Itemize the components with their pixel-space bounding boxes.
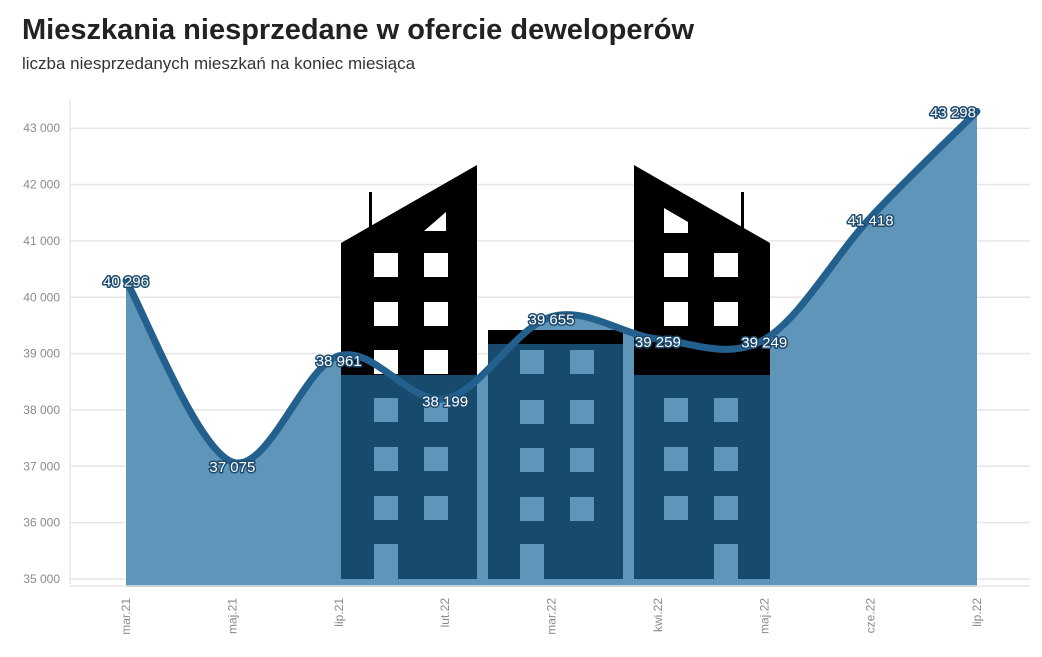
data-label: 39 259 xyxy=(635,334,681,351)
window xyxy=(714,447,738,471)
attic-window xyxy=(424,212,446,231)
building-illustration xyxy=(341,165,770,579)
series-line xyxy=(122,107,981,467)
middle-building-roof xyxy=(488,330,623,344)
data-label: 39 249 xyxy=(741,335,787,352)
data-label: 39 655 xyxy=(529,312,575,329)
window xyxy=(374,447,398,471)
y-tick-label: 41 000 xyxy=(23,234,60,248)
y-tick-label: 38 000 xyxy=(23,403,60,417)
x-tick-label: lip.21 xyxy=(332,598,346,627)
window xyxy=(520,350,544,374)
tower-roof xyxy=(341,165,477,376)
x-axis: mar.21 maj.21 lip.21 lut.22 mar.22 kwi.22 maj.… xyxy=(119,598,984,635)
chart-subtitle: liczba niesprzedanych mieszkań na koniec… xyxy=(22,54,416,73)
window xyxy=(570,350,594,374)
window xyxy=(424,253,448,277)
door xyxy=(374,544,398,579)
antenna xyxy=(741,192,744,228)
tower-building xyxy=(341,165,477,579)
door xyxy=(714,544,738,579)
window xyxy=(714,496,738,520)
window xyxy=(520,400,544,424)
window xyxy=(714,302,738,326)
window xyxy=(570,400,594,424)
y-tick-label: 36 000 xyxy=(23,516,60,530)
data-label: 40 296 xyxy=(103,274,149,291)
window xyxy=(374,398,398,422)
window xyxy=(664,253,688,277)
attic-window xyxy=(664,208,688,233)
x-tick-label: maj.22 xyxy=(757,598,771,634)
window xyxy=(424,302,448,326)
chart-title: Mieszkania niesprzedane w ofercie dewelo… xyxy=(22,14,695,46)
x-tick-label: lip.22 xyxy=(970,598,984,627)
window xyxy=(374,253,398,277)
y-tick-label: 40 000 xyxy=(23,290,60,304)
data-label: 38 961 xyxy=(316,353,362,370)
window xyxy=(374,496,398,520)
tower-building xyxy=(634,165,770,579)
y-tick-label: 35 000 xyxy=(23,572,60,586)
window xyxy=(520,448,544,472)
window xyxy=(714,253,738,277)
y-tick-label: 39 000 xyxy=(23,347,60,361)
y-tick-label: 42 000 xyxy=(23,178,60,192)
tower-base xyxy=(634,375,770,579)
x-tick-label: lut.22 xyxy=(438,598,452,628)
x-tick-label: mar.21 xyxy=(119,598,133,635)
y-axis: 35 000 36 000 37 000 38 000 39 000 40 000 41 0… xyxy=(23,100,71,586)
x-tick-label: cze.22 xyxy=(864,598,878,634)
data-labels: 40 296 37 075 38 961 38 199 39 655 39 259 39 2… xyxy=(102,103,978,478)
y-tick-label: 37 000 xyxy=(23,459,60,473)
middle-building-body xyxy=(488,330,623,579)
middle-building xyxy=(488,330,623,579)
x-tick-label: maj.21 xyxy=(225,598,239,634)
data-label: 41 418 xyxy=(848,212,894,229)
x-tick-label: kwi.22 xyxy=(651,598,665,632)
data-label: 37 075 xyxy=(209,459,255,476)
window xyxy=(424,496,448,520)
window xyxy=(664,302,688,326)
window xyxy=(374,302,398,326)
x-tick-label: mar.22 xyxy=(545,598,559,635)
window xyxy=(570,448,594,472)
window xyxy=(570,497,594,521)
y-tick-label: 43 000 xyxy=(23,121,60,135)
data-label: 38 199 xyxy=(422,394,468,411)
window xyxy=(664,496,688,520)
door xyxy=(520,544,544,579)
window xyxy=(664,398,688,422)
tower-base xyxy=(341,375,477,579)
window xyxy=(714,398,738,422)
window xyxy=(424,447,448,471)
data-label: 43 298 xyxy=(930,104,976,121)
window xyxy=(664,447,688,471)
antenna xyxy=(369,192,372,228)
window xyxy=(424,350,448,374)
window xyxy=(520,497,544,521)
